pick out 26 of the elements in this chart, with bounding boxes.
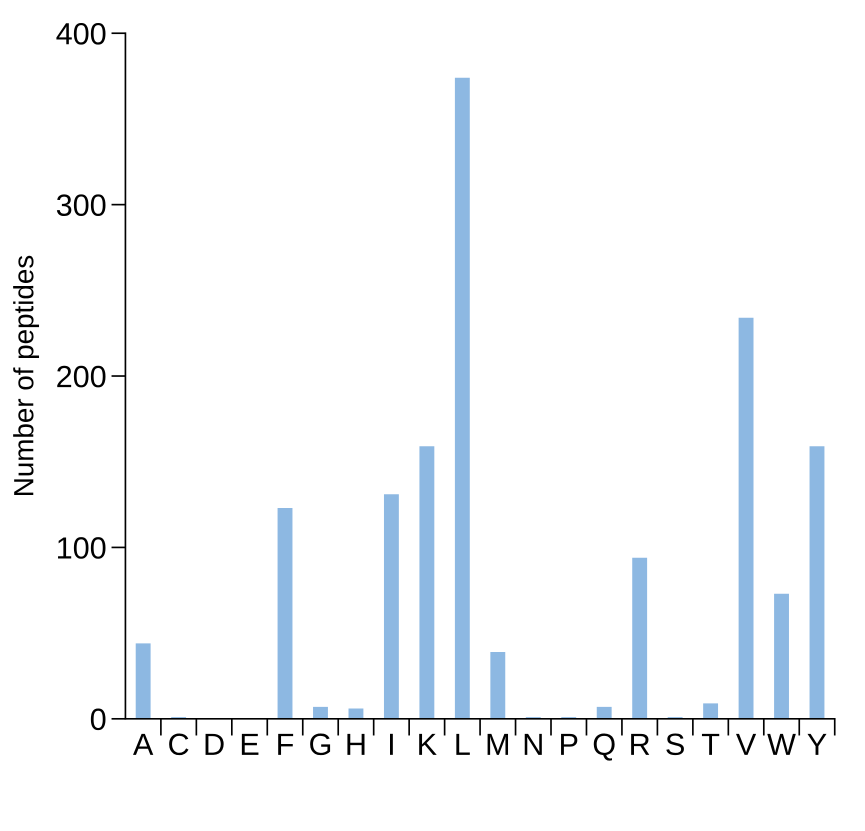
x-tick-label: R	[631, 734, 650, 755]
x-tick-label: A	[133, 734, 154, 755]
x-tick-label: E	[242, 734, 258, 755]
x-tick-label: M	[488, 734, 508, 755]
y-tick-label: 400	[56, 22, 106, 45]
y-tick-label: 300	[56, 194, 106, 216]
x-tick-label: I	[390, 734, 393, 755]
x-tick-label: P	[561, 734, 578, 755]
x-tick-label: D	[206, 734, 224, 755]
y-tick-label: 200	[57, 366, 106, 388]
y-tick-label: 0	[90, 708, 106, 730]
x-tick-label: Y	[807, 734, 827, 755]
y-tick-label: 100	[58, 537, 106, 559]
x-tick-label: L	[456, 734, 470, 755]
x-tick-label: N	[524, 734, 542, 755]
x-tick-label: S	[666, 734, 684, 756]
x-tick-label: V	[736, 734, 756, 755]
x-tick-label: Q	[594, 734, 615, 761]
x-tick-label: C	[169, 734, 188, 756]
x-tick-label: W	[767, 734, 796, 755]
y-axis-title: Number of peptides	[13, 256, 40, 495]
x-tick-label: G	[310, 734, 330, 756]
x-tick-label: F	[278, 734, 294, 755]
x-tick-label: T	[702, 734, 720, 755]
x-tick-label: H	[347, 734, 364, 755]
x-tick-label: K	[419, 734, 437, 755]
